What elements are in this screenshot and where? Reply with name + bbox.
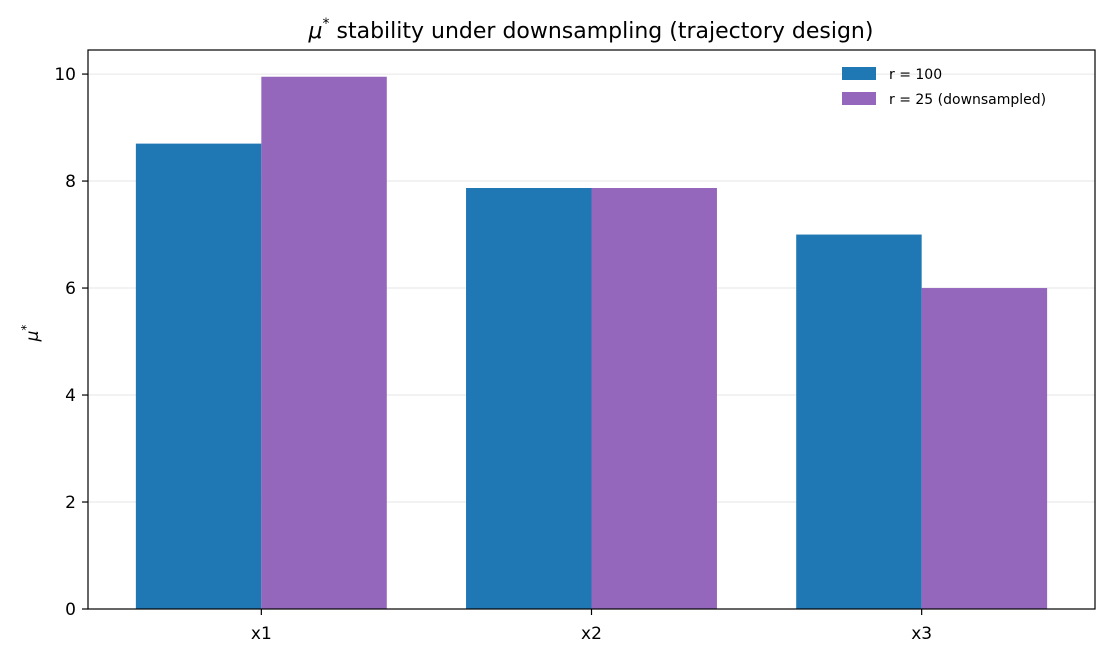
y-tick-label: 2 [65,493,76,513]
x-tick-label: x1 [251,624,272,644]
bar-x1-series-1 [135,143,262,610]
bar-x3-series-1 [796,234,922,609]
legend-swatch-1 [842,67,876,80]
bar-x3-series-2 [921,288,1048,609]
bars-layer [135,76,1048,610]
y-tick-label: 8 [65,172,76,192]
y-tick-label: 0 [65,600,76,620]
bar-x2-series-1 [466,188,592,610]
legend-label-2: r = 25 (downsampled) [889,92,1046,108]
y-tick-label: 4 [65,386,76,406]
legend-swatch-2 [842,92,876,105]
y-tick-label: 10 [54,65,76,85]
legend: r = 100 r = 25 (downsampled) [842,67,1046,108]
y-tick-label: 6 [65,279,76,299]
x-tick-label: x2 [581,624,602,644]
chart-title: μ* stability under downsampling (traject… [308,16,874,44]
legend-label-1: r = 100 [889,67,942,83]
x-tick-label: x3 [911,624,932,644]
y-axis-label: μ* [19,325,43,343]
axes-layer: 0 2 4 6 8 10 x1 x2 x3 [54,49,1096,644]
bar-x1-series-2 [261,76,387,610]
bar-x2-series-2 [591,188,717,610]
